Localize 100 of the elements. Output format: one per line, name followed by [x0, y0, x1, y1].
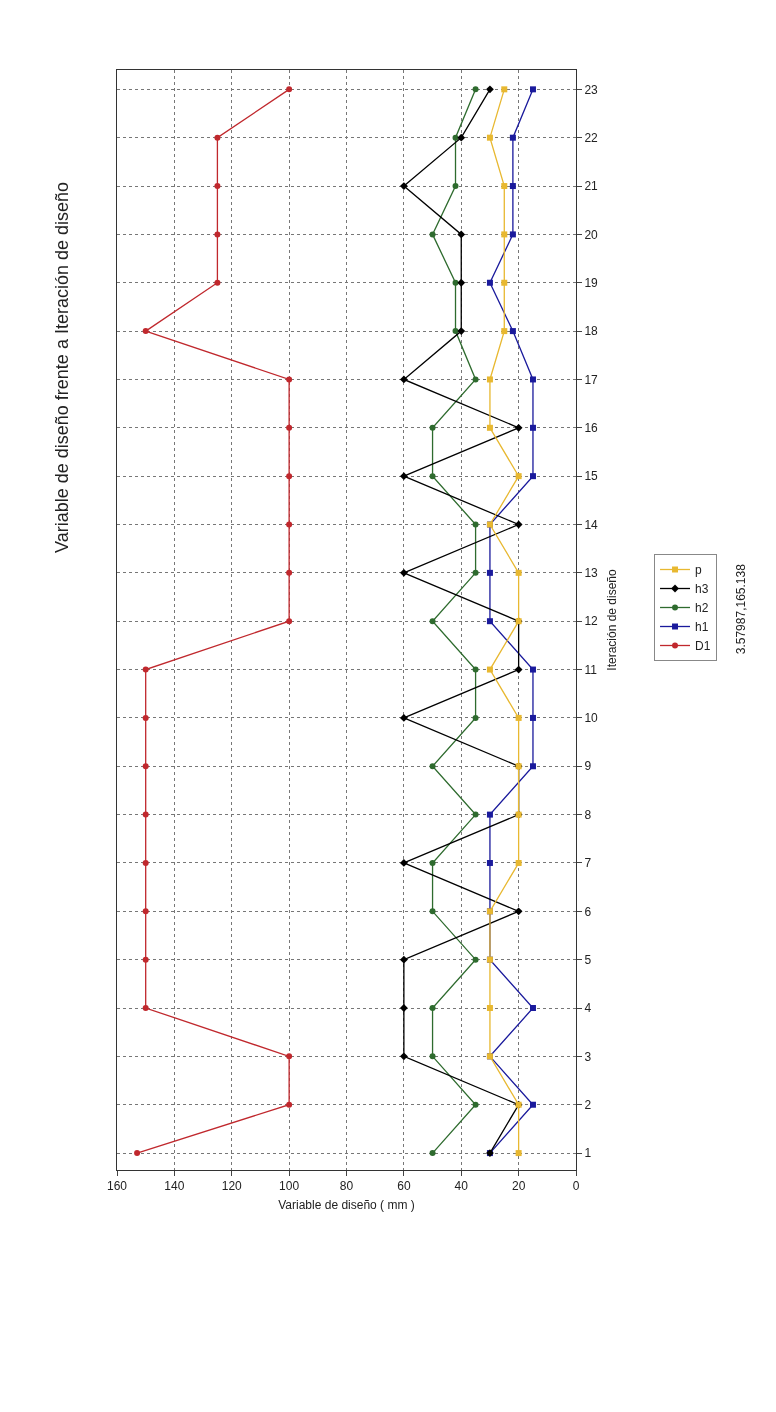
- point: [142, 859, 149, 866]
- y-tick-label: 20: [584, 227, 599, 242]
- x-tick-label: 60: [397, 1179, 411, 1194]
- point: [286, 1053, 293, 1060]
- point: [452, 134, 459, 141]
- point: [472, 956, 479, 963]
- point: [142, 811, 149, 818]
- point: [286, 618, 293, 625]
- point: [457, 133, 466, 142]
- y-tick-label: 7: [584, 856, 592, 871]
- point: [515, 569, 522, 576]
- y-tick-label: 2: [584, 1097, 592, 1112]
- point: [514, 907, 523, 916]
- point: [286, 521, 293, 528]
- point: [472, 666, 479, 673]
- point: [286, 473, 293, 480]
- point: [457, 278, 466, 287]
- point: [486, 1005, 493, 1012]
- y-tick-label: 9: [584, 759, 592, 774]
- y-axis-title: Iteración de diseño: [604, 568, 619, 671]
- x-tick-label: 160: [106, 1179, 128, 1194]
- point: [399, 1004, 408, 1012]
- point: [515, 473, 522, 480]
- point: [472, 569, 479, 576]
- point: [142, 666, 149, 673]
- point: [286, 424, 293, 431]
- point: [514, 520, 523, 529]
- point: [529, 376, 536, 383]
- point: [452, 279, 459, 286]
- point: [486, 569, 493, 576]
- point: [515, 859, 522, 866]
- y-tick-label: 16: [584, 421, 599, 435]
- point: [472, 714, 479, 721]
- y-tick-label: 19: [584, 275, 599, 290]
- point: [399, 955, 408, 964]
- point: [286, 1101, 293, 1108]
- y-tick-label: 10: [584, 711, 599, 726]
- x-tick-label: 40: [454, 1179, 469, 1194]
- point: [509, 183, 516, 190]
- point: [486, 859, 493, 866]
- point: [486, 279, 493, 286]
- text: Variable de diseño frente a Iteración de diseño: [51, 182, 72, 553]
- point: [214, 231, 221, 238]
- point: [429, 231, 436, 238]
- y-tick-label: 3: [584, 1049, 592, 1064]
- point: [486, 424, 493, 431]
- y-tick-label: 5: [584, 952, 592, 967]
- point: [286, 86, 293, 93]
- point: [529, 1101, 536, 1108]
- point: [429, 908, 436, 915]
- point: [134, 1150, 141, 1157]
- point: [286, 376, 293, 383]
- point: [501, 86, 508, 93]
- y-tick-label: 17: [584, 372, 599, 387]
- point: [142, 328, 149, 335]
- point: [429, 859, 436, 866]
- point: [486, 376, 493, 383]
- point: [429, 473, 436, 480]
- point: [286, 569, 293, 576]
- x-axis-title: Variable de diseño ( mm ): [278, 1198, 415, 1213]
- legend-label: D1: [695, 639, 711, 654]
- point: [142, 1005, 149, 1012]
- point: [142, 763, 149, 770]
- point: [529, 763, 536, 770]
- point: [472, 811, 479, 818]
- point: [472, 521, 479, 528]
- legend-label: p: [695, 563, 703, 578]
- point: [515, 714, 522, 721]
- y-tick-label: 13: [584, 566, 599, 581]
- y-tick-label: 18: [584, 324, 599, 339]
- point: [399, 1052, 408, 1061]
- x-tick-label: 80: [339, 1179, 354, 1194]
- y-tick-label: 1: [584, 1146, 592, 1161]
- point: [529, 86, 536, 93]
- point: [514, 423, 523, 432]
- point: [142, 956, 149, 963]
- y-tick-label: 15: [584, 469, 599, 484]
- point: [429, 424, 436, 431]
- point: [399, 182, 408, 190]
- y-tick-label: 4: [584, 1001, 592, 1016]
- point: [486, 618, 493, 625]
- point: [399, 714, 408, 722]
- x-tick-label: 100: [279, 1179, 300, 1194]
- y-tick-label: 23: [584, 82, 599, 97]
- legend-label: h3: [695, 582, 709, 597]
- legend-label: h1: [695, 620, 709, 635]
- point: [452, 328, 459, 335]
- point: [429, 1150, 436, 1157]
- point: [529, 424, 536, 431]
- point: [472, 1101, 479, 1108]
- point: [529, 473, 536, 480]
- point: [142, 714, 149, 721]
- y-tick-label: 14: [584, 517, 599, 532]
- point: [529, 1005, 536, 1012]
- point: [399, 859, 408, 867]
- x-tick-label: 140: [164, 1179, 185, 1194]
- point: [452, 183, 459, 190]
- point: [515, 1150, 522, 1157]
- point: [429, 1005, 436, 1012]
- point: [486, 85, 494, 94]
